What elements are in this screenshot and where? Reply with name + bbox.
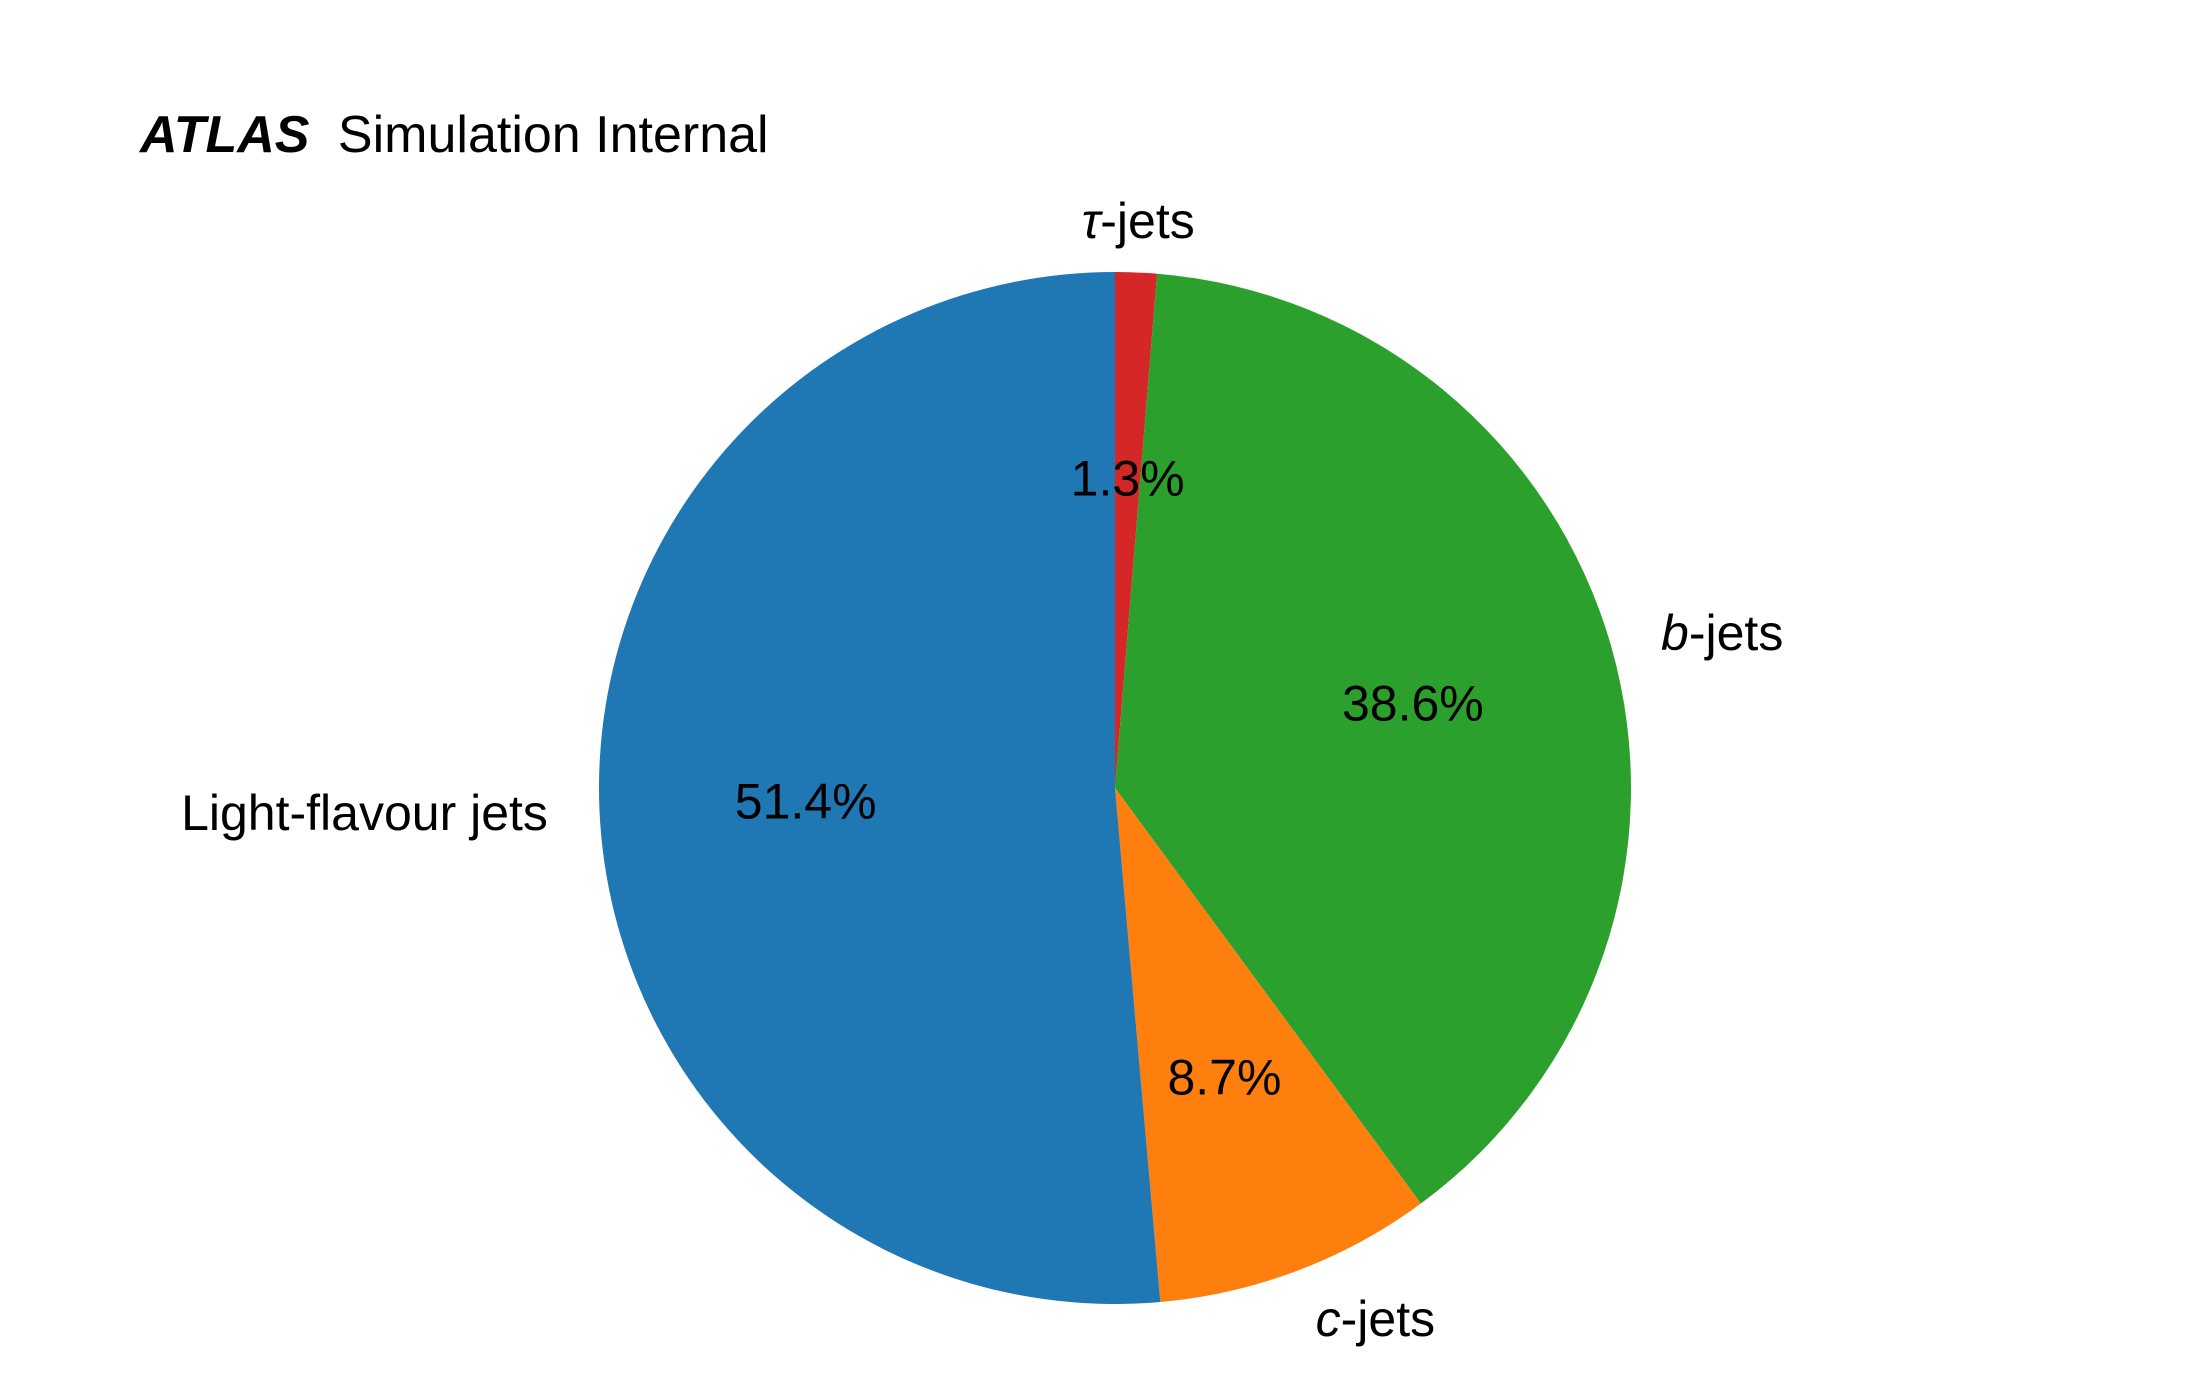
percent-labels: 1.3% 38.6% 8.7% 51.4% <box>735 451 1484 1106</box>
category-label-tau-jets: τ-jets <box>1082 193 1195 249</box>
badge-status: Simulation Internal <box>338 106 769 164</box>
category-label-light-flavour-jets: Light-flavour jets <box>181 785 548 841</box>
percent-label-light-flavour-jets: 51.4% <box>735 774 877 830</box>
category-labels: τ-jets b-jets c-jets Light-flavour jets <box>181 193 1783 1347</box>
pie-slice-light-flavour-jets <box>599 272 1161 1304</box>
pie-slices <box>599 272 1631 1304</box>
pie-slice-tau-jets <box>1115 272 1158 788</box>
percent-label-b-jets: 38.6% <box>1342 675 1484 731</box>
percent-label-c-jets: 8.7% <box>1167 1050 1281 1106</box>
category-label-c-jets: c-jets <box>1316 1291 1435 1347</box>
category-label-b-jets: b-jets <box>1661 605 1783 661</box>
pie-slice-b-jets <box>1115 273 1631 1204</box>
experiment-badge: ATLAS Simulation Internal <box>138 106 769 164</box>
svg-text:ATLAS Simulation Inter: ATLAS Simulation Internal <box>138 106 769 164</box>
percent-label-tau-jets: 1.3% <box>1071 451 1185 507</box>
badge-experiment: ATLAS <box>138 106 310 164</box>
pie-slice-c-jets <box>1115 788 1421 1303</box>
